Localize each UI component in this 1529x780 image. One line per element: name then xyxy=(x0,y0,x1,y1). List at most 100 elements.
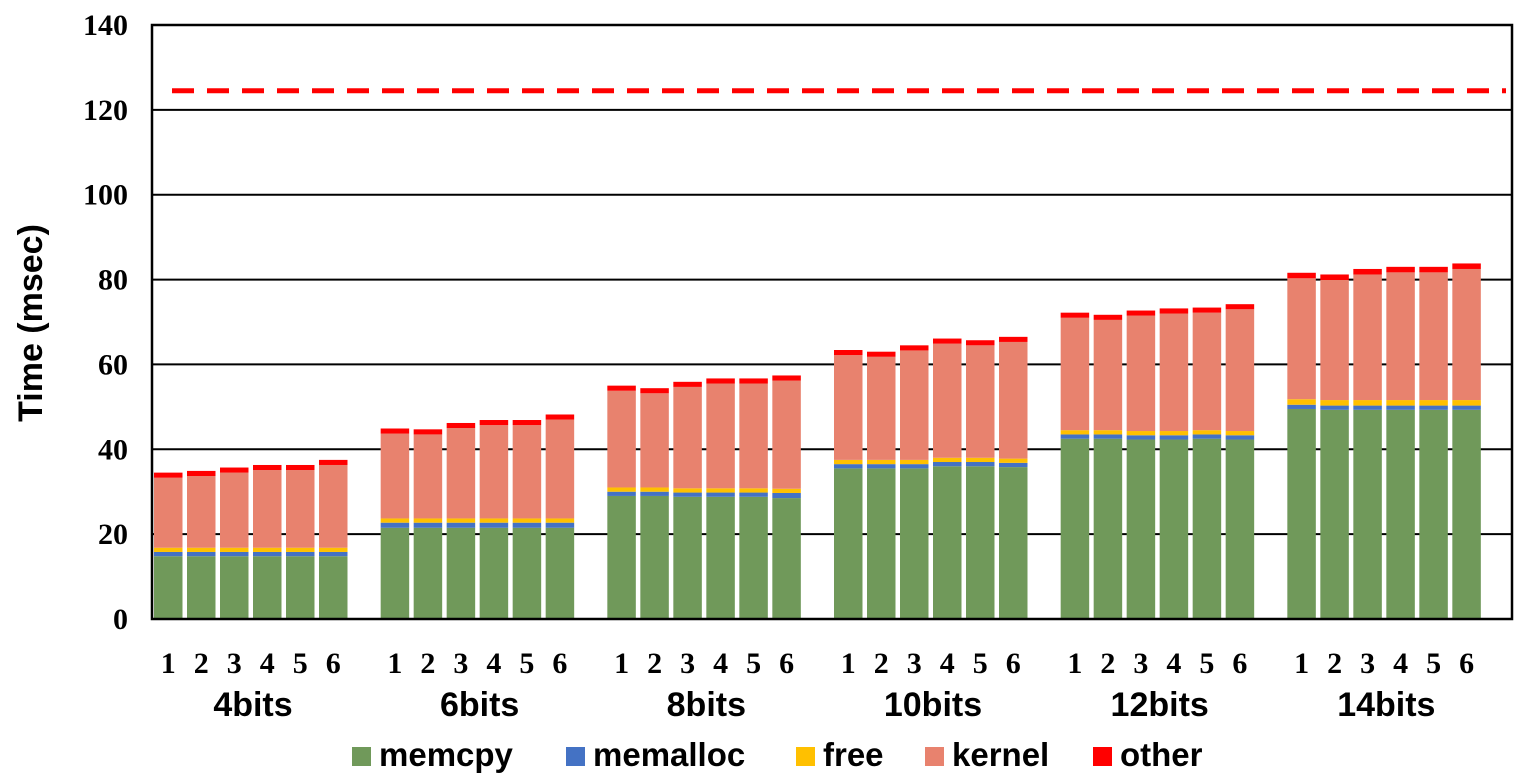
bar-10bits-4-memcpy xyxy=(933,466,962,619)
bar-6bits-5-free xyxy=(512,518,542,523)
bar-12bits-4-memalloc xyxy=(1159,435,1189,440)
bar-14bits-6-kernel xyxy=(1452,268,1481,401)
bar-10bits-6-memalloc xyxy=(999,462,1028,468)
bar-8bits-2-memcpy xyxy=(640,495,669,619)
bar-14bits-1-free xyxy=(1287,399,1316,405)
bar-4bits-1-kernel xyxy=(154,477,183,548)
bar-4bits-3-free xyxy=(220,547,249,552)
bar-12bits-6-memalloc xyxy=(1225,435,1255,440)
bar-6bits-6-memalloc xyxy=(545,522,575,528)
bar-6bits-6-kernel xyxy=(545,419,575,519)
bar-10bits-2-free xyxy=(867,459,896,465)
bar-6bits-6-other xyxy=(545,414,575,420)
y-tick-label-80: 80 xyxy=(98,264,128,297)
bar-6bits-6-free xyxy=(545,518,575,523)
bar-4bits-3-memalloc xyxy=(220,551,249,557)
bar-8bits-6-memalloc xyxy=(772,492,801,499)
y-tick-label-20: 20 xyxy=(98,518,128,551)
bar-4bits-4-other xyxy=(253,464,282,471)
bar-4bits-5-kernel xyxy=(286,470,315,548)
bar-12bits-1-kernel xyxy=(1060,317,1090,431)
bar-12bits-1-memcpy xyxy=(1060,438,1090,619)
bar-14bits-2-kernel xyxy=(1320,280,1349,401)
bar-14bits-2-memalloc xyxy=(1320,405,1349,410)
bar-4bits-1-free xyxy=(154,547,183,552)
bar-10bits-1-memcpy xyxy=(834,468,863,619)
bar-8bits-5-memalloc xyxy=(739,492,768,497)
bar-4bits-3-memcpy xyxy=(220,556,249,619)
bar-8bits-4-other xyxy=(706,378,735,384)
x-tick-label-4bits-3: 3 xyxy=(227,647,242,680)
x-tick-label-12bits-2: 2 xyxy=(1100,647,1115,680)
bar-14bits-6-other xyxy=(1452,263,1481,269)
bar-6bits-3-free xyxy=(446,518,476,523)
bar-8bits-3-kernel xyxy=(673,386,702,489)
bar-4bits-5-other xyxy=(286,464,315,471)
legend-label-kernel: kernel xyxy=(952,736,1049,773)
x-tick-label-4bits-4: 4 xyxy=(260,647,275,680)
bar-4bits-5-memalloc xyxy=(286,551,315,557)
bar-6bits-2-memcpy xyxy=(413,527,443,619)
bar-10bits-4-memalloc xyxy=(933,462,962,467)
bar-14bits-2-other xyxy=(1320,274,1349,280)
x-tick-label-4bits-1: 1 xyxy=(161,647,176,680)
group-label-12bits: 12bits xyxy=(1111,686,1209,724)
x-tick-label-6bits-5: 5 xyxy=(519,647,534,680)
bar-12bits-4-other xyxy=(1159,308,1189,314)
bar-10bits-6-other xyxy=(999,336,1028,342)
bar-12bits-2-memcpy xyxy=(1093,438,1123,619)
bar-14bits-3-kernel xyxy=(1353,274,1382,401)
bar-6bits-1-memcpy xyxy=(380,527,410,619)
bar-10bits-2-memcpy xyxy=(867,468,896,619)
bar-8bits-6-free xyxy=(772,488,801,493)
x-tick-label-6bits-4: 4 xyxy=(486,647,501,680)
bar-4bits-1-other xyxy=(154,472,183,478)
group-label-14bits: 14bits xyxy=(1337,686,1435,724)
group-label-10bits: 10bits xyxy=(884,686,982,724)
bar-4bits-6-memalloc xyxy=(319,551,348,557)
bar-6bits-3-memalloc xyxy=(446,522,476,528)
bar-14bits-3-other xyxy=(1353,268,1382,275)
legend-swatch-memcpy xyxy=(352,747,371,766)
bar-10bits-3-free xyxy=(900,459,929,465)
bar-14bits-6-free xyxy=(1452,400,1481,406)
x-tick-label-8bits-4: 4 xyxy=(713,647,728,680)
legend-swatch-other xyxy=(1093,747,1112,766)
bar-12bits-5-memcpy xyxy=(1192,438,1222,619)
x-tick-label-14bits-2: 2 xyxy=(1327,647,1342,680)
bar-14bits-5-free xyxy=(1419,400,1448,406)
bar-6bits-1-memalloc xyxy=(380,522,410,528)
plot-border xyxy=(150,23,1514,621)
bar-6bits-2-other xyxy=(413,429,443,435)
bar-8bits-1-memcpy xyxy=(607,495,636,619)
y-tick-label-60: 60 xyxy=(98,348,128,381)
bar-6bits-4-free xyxy=(479,518,509,523)
bar-12bits-1-other xyxy=(1060,312,1090,318)
x-tick-label-12bits-4: 4 xyxy=(1166,647,1181,680)
bar-8bits-4-free xyxy=(706,488,735,493)
bar-12bits-4-free xyxy=(1159,431,1189,436)
bar-4bits-2-memalloc xyxy=(187,551,216,557)
legend-swatch-free xyxy=(796,747,815,766)
bar-8bits-3-free xyxy=(673,488,702,493)
bar-4bits-6-other xyxy=(319,459,348,465)
y-tick-label-120: 120 xyxy=(83,94,128,127)
bar-4bits-5-memcpy xyxy=(286,556,315,619)
x-tick-label-6bits-2: 2 xyxy=(420,647,435,680)
bar-6bits-2-kernel xyxy=(413,434,443,519)
x-tick-label-4bits-2: 2 xyxy=(194,647,209,680)
bar-4bits-2-other xyxy=(187,470,216,477)
bar-8bits-1-other xyxy=(607,385,636,391)
bar-10bits-6-free xyxy=(999,458,1028,463)
bar-4bits-2-memcpy xyxy=(187,556,216,619)
gridlines xyxy=(152,108,1512,536)
bar-10bits-6-memcpy xyxy=(999,467,1028,619)
bar-10bits-1-memalloc xyxy=(834,464,863,469)
bar-8bits-1-free xyxy=(607,487,636,492)
bar-10bits-2-memalloc xyxy=(867,464,896,469)
bar-6bits-4-memcpy xyxy=(479,527,509,619)
bar-14bits-5-memcpy xyxy=(1419,409,1448,619)
bar-10bits-5-free xyxy=(966,457,995,463)
bar-12bits-5-kernel xyxy=(1192,312,1222,431)
bar-10bits-5-memcpy xyxy=(966,466,995,619)
